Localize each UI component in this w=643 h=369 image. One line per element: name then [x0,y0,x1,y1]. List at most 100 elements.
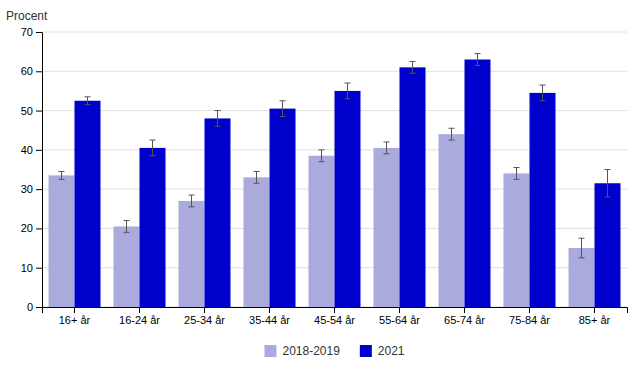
axis-line [43,308,628,314]
tick-label: 65-74 år [444,314,485,326]
tick-label: 40 [21,144,33,156]
legend-swatch [360,345,372,357]
marks [49,54,621,307]
tick-mark [36,268,42,269]
tick: 16-24 år [119,307,160,326]
tick-label: 60 [21,65,33,77]
bar [400,67,426,307]
error-bar [319,150,325,162]
tick: 0 [27,301,42,313]
series [49,128,595,307]
tick: 25-34 år [184,307,225,326]
tick-mark [204,307,205,313]
tick: 40 [21,144,42,156]
tick-mark [36,189,42,190]
error-bar [280,101,286,117]
tick-mark [36,71,42,72]
bar [595,183,621,307]
plot: 0 10 20 30 40 50 60 70 16+ år 16-24 år 25-34 år 35-… [21,26,628,326]
tick-label: 75-84 år [509,314,550,326]
tick-label: 20 [21,222,33,234]
tick-mark [139,307,140,313]
bar [205,118,231,307]
series [75,54,621,307]
tick: 35-44 år [249,307,290,326]
error-bar [410,61,416,73]
y-axis: 0 10 20 30 40 50 60 70 [21,26,43,313]
bar [439,134,465,307]
tick-mark [464,307,465,313]
tick-label: 70 [21,26,33,38]
x-axis: 16+ år 16-24 år 25-34 år 35-44 år 45-54 år 55… [43,307,628,326]
y-axis-label: Procent [6,9,48,23]
tick-mark [334,307,335,313]
tick: 75-84 år [509,307,550,326]
tick-mark [74,307,75,313]
legend-label: 2018-2019 [282,344,340,358]
chart: 0 10 20 30 40 50 60 70 16+ år 16-24 år 25-34 år 35-… [0,0,643,369]
error-bar [475,54,481,66]
legend: 2018-2019 2021 [264,344,404,358]
tick-mark [269,307,270,313]
tick-label: 16-24 år [119,314,160,326]
error-bar [384,142,390,154]
tick-label: 25-34 år [184,314,225,326]
tick-mark [36,307,42,308]
tick-label: 45-54 år [314,314,355,326]
bar [465,60,491,308]
tick-label: 16+ år [59,314,91,326]
tick: 55-64 år [379,307,420,326]
error-bar [189,195,195,207]
bar [335,91,361,307]
error-bar [514,168,520,180]
tick: 20 [21,222,42,234]
bar [114,226,140,307]
error-bar [215,111,221,127]
bar [244,177,270,307]
tick-label: 10 [21,262,33,274]
error-bar [605,170,611,198]
bar [504,173,530,307]
tick-mark [36,150,42,151]
tick-mark [36,32,42,33]
error-bar [85,97,91,105]
axis-line [36,33,43,308]
bar [530,93,556,307]
bar [140,148,166,307]
bar [374,148,400,307]
legend-swatch [264,345,276,357]
error-bar [59,171,65,179]
bar [75,101,101,307]
tick-label: 35-44 år [249,314,290,326]
tick: 16+ år [59,307,91,326]
grid-line [42,32,627,33]
grid [42,32,627,307]
tick-label: 85+ år [579,314,611,326]
legend-item: 2021 [360,344,405,358]
error-bar [345,83,351,99]
error-bar [254,171,260,183]
tick-mark [36,228,42,229]
bar [179,201,205,307]
bar [49,175,75,307]
error-bar [579,238,585,258]
tick-label: 30 [21,183,33,195]
tick-label: 55-64 år [379,314,420,326]
bar [270,109,296,307]
tick-label: 0 [27,301,33,313]
grid-line [42,71,627,72]
tick: 70 [21,26,42,38]
tick: 65-74 år [444,307,485,326]
tick: 45-54 år [314,307,355,326]
legend-item: 2018-2019 [264,344,340,358]
tick: 85+ år [579,307,611,326]
tick-label: 50 [21,105,33,117]
tick: 60 [21,65,42,77]
tick-mark [594,307,595,313]
tick: 50 [21,105,42,117]
tick: 10 [21,262,42,274]
tick-mark [529,307,530,313]
tick-mark [399,307,400,313]
legend-label: 2021 [378,344,405,358]
error-bar [150,140,156,156]
